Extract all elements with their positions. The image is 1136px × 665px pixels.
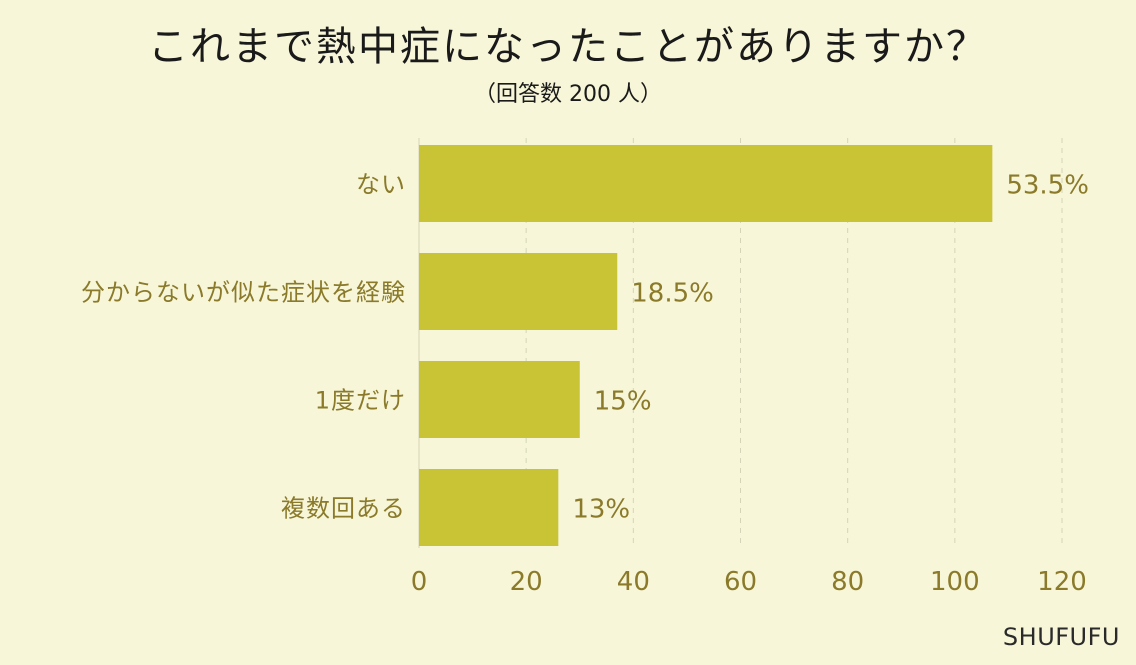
bar (419, 145, 993, 222)
value-label: 13% (572, 495, 630, 525)
x-tick-label: 100 (930, 567, 980, 597)
bar (419, 253, 618, 330)
category-label: 複数回ある (281, 495, 406, 523)
x-tick-label: 20 (510, 567, 543, 597)
brand-label: SHUFUFU (1002, 623, 1120, 651)
bar (419, 469, 559, 546)
x-tick-label: 40 (617, 567, 650, 597)
category-label: ない (356, 171, 406, 199)
x-tick-label: 0 (411, 567, 428, 597)
x-tick-label: 80 (831, 567, 864, 597)
bar (419, 361, 580, 438)
chart-subtitle: （回答数 200 人） (474, 82, 662, 107)
chart-title: これまで熱中症になったことがありますか？ (148, 24, 988, 70)
category-label: 1度だけ (315, 387, 406, 415)
value-label: 18.5% (631, 279, 714, 309)
x-tick-label: 60 (724, 567, 757, 597)
x-tick-label: 120 (1037, 567, 1087, 597)
category-label: 分からないが似た症状を経験 (81, 279, 406, 307)
value-label: 53.5% (1006, 171, 1089, 201)
value-label: 15% (594, 387, 652, 417)
